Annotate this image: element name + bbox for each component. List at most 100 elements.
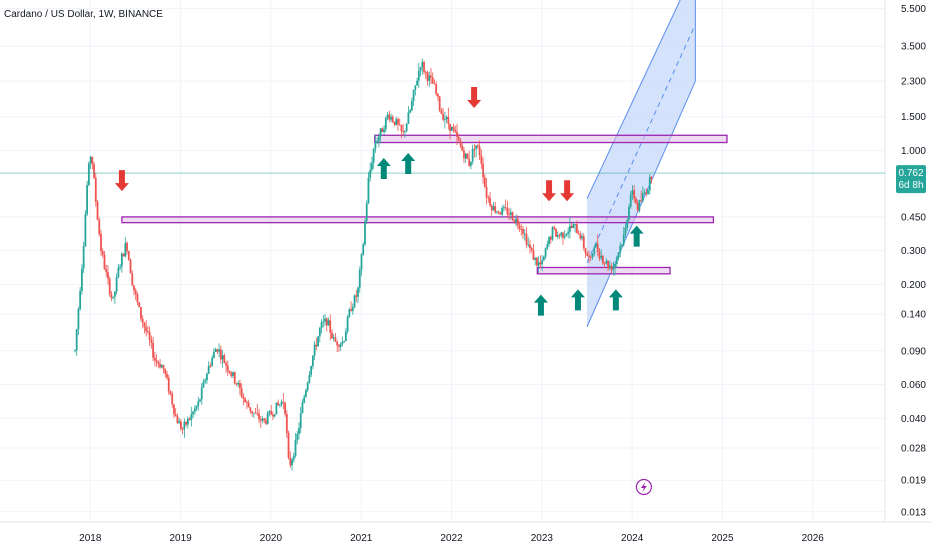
candle-body	[209, 365, 212, 367]
candle-body	[272, 414, 274, 417]
candle-body	[410, 101, 413, 111]
candle-body	[124, 242, 127, 257]
candle-body	[87, 163, 90, 186]
candle-body	[358, 269, 361, 288]
candle-body	[589, 257, 592, 258]
candle-body	[287, 432, 290, 458]
candle-body	[351, 307, 354, 312]
candle-body	[244, 398, 247, 403]
candle-body	[140, 307, 142, 319]
candle-body	[605, 260, 608, 264]
candle-body	[574, 224, 577, 225]
x-tick-label: 2025	[711, 533, 734, 544]
candle-body	[386, 114, 389, 118]
candle-body	[218, 349, 220, 352]
candle-body	[310, 365, 313, 375]
y-tick-label: 0.028	[901, 443, 926, 454]
candle-body	[365, 203, 368, 222]
candle-body	[325, 318, 328, 326]
candle-body	[311, 355, 314, 366]
arrow-up-marker	[570, 289, 585, 311]
candle-body	[423, 61, 425, 72]
candle-body	[91, 156, 94, 165]
candle-body	[162, 365, 165, 370]
candle-body	[548, 237, 550, 244]
candle-body	[270, 411, 273, 415]
candle-body	[581, 236, 583, 239]
candle-body	[494, 206, 497, 213]
candle-body	[542, 256, 545, 261]
candle-body	[320, 322, 323, 329]
candle-body	[534, 257, 537, 260]
candle-body	[119, 266, 122, 268]
candle-body	[273, 414, 276, 417]
candle-body	[131, 273, 134, 286]
candle-body	[86, 185, 89, 215]
candle-body	[471, 148, 474, 162]
y-tick-label: 0.140	[901, 310, 926, 321]
candle-body	[530, 248, 533, 250]
candle-body	[575, 224, 578, 233]
candle-body	[624, 227, 627, 235]
candle-body	[171, 394, 174, 405]
candle-body	[391, 116, 394, 122]
support-zone-lower	[536, 266, 671, 275]
candle-body	[136, 294, 139, 303]
candle-body	[369, 169, 372, 178]
candle-body	[501, 207, 504, 215]
candle-body	[555, 228, 557, 237]
arrow-up-marker	[376, 158, 391, 180]
price-badge-countdown: 6d 8h	[898, 180, 923, 191]
x-tick-label: 2019	[169, 533, 192, 544]
candle-body	[167, 377, 170, 392]
candle-body	[232, 372, 234, 376]
y-tick-label: 0.090	[901, 346, 926, 357]
candle-body	[157, 362, 160, 365]
candle-body	[645, 192, 648, 195]
candle-body	[549, 237, 552, 240]
candle-body	[89, 156, 92, 164]
candle-body	[341, 341, 344, 344]
candle-body	[509, 212, 512, 215]
candle-body	[275, 402, 278, 415]
candle-body	[569, 225, 571, 232]
candle-body	[350, 309, 352, 312]
candle-body	[600, 255, 603, 259]
candle-body	[475, 145, 478, 149]
candle-body	[565, 233, 568, 236]
candle-body	[485, 186, 488, 198]
y-tick-label: 0.013	[901, 507, 926, 518]
candle-body	[176, 416, 179, 424]
candle-body	[641, 193, 644, 201]
candle-body	[206, 373, 208, 381]
candle-body	[113, 291, 116, 297]
x-tick-label: 2018	[79, 533, 102, 544]
candle-body	[291, 459, 293, 466]
candle-body	[98, 219, 101, 235]
candle-body	[539, 262, 542, 265]
candle-body	[280, 401, 283, 405]
candle-body	[164, 369, 167, 375]
candle-body	[426, 72, 429, 81]
candle-body	[537, 262, 540, 266]
candle-body	[230, 372, 233, 376]
candle-body	[529, 244, 531, 249]
candle-body	[251, 411, 253, 413]
candle-body	[204, 380, 207, 382]
candle-body	[480, 155, 483, 164]
candle-body	[212, 351, 215, 358]
arrow-up-marker	[608, 289, 623, 311]
candle-body	[278, 404, 281, 406]
y-tick-label: 1.500	[901, 112, 926, 123]
candle-body	[546, 243, 549, 249]
candle-body	[377, 136, 380, 142]
candle-body	[560, 232, 563, 236]
candle-body	[225, 363, 227, 366]
candle-body	[332, 337, 335, 339]
arrow-up-marker	[629, 225, 644, 247]
candle-body	[532, 249, 535, 260]
candle-body	[470, 161, 472, 166]
candle-body	[120, 253, 123, 267]
channel-lower-line	[586, 80, 696, 328]
